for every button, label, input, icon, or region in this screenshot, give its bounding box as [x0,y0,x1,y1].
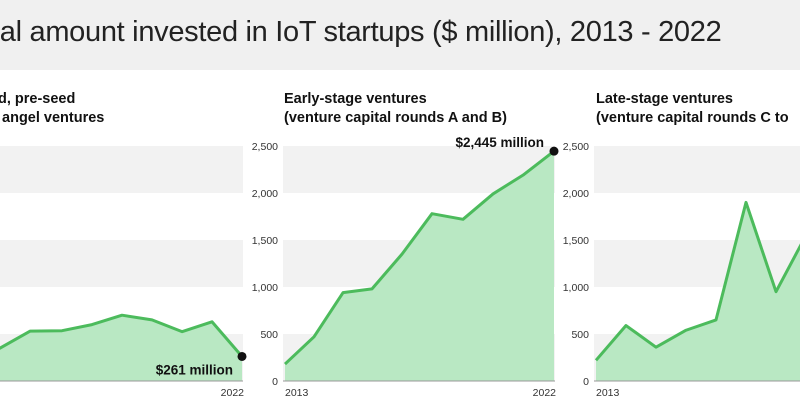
title-bar [0,0,800,70]
panel-3-title: Late-stage ventures (venture capital rou… [596,90,789,128]
panel-2-title-line1: Early-stage ventures [284,91,427,107]
panel-1-title-line1: d, pre-seed [0,91,76,107]
panel-1-grid-band [0,146,243,193]
panel-3-grid-band [594,146,800,193]
panel-3-y-tick-label: 1,000 [563,282,589,294]
panel-1-series-line [0,313,244,358]
panel-2-x-tick-label: 2013 [285,387,309,399]
panel-2-title-line2: (venture capital rounds A and B) [284,110,507,126]
panel-3-title-line2: (venture capital rounds C to [596,110,789,126]
panel-3-y-tick-label: 0 [583,376,589,388]
panel-2-area [285,151,554,381]
panel-1-annotation: $261 million [156,362,233,377]
panel-2-y-tick-label: 500 [260,329,278,341]
panel-2-y-tick-label: 2,000 [252,188,278,200]
panel-3-area [596,202,800,381]
panel-3-title-line1: Late-stage ventures [596,91,733,107]
panel-1-title-line2: angel ventures [0,110,105,126]
panel-2-y-tick-label: 1,500 [252,235,278,247]
figure-title: tal amount invested in IoT startups ($ m… [0,16,722,48]
panel-3-y-tick-label: 2,500 [563,141,589,153]
panel-2-y-tick-label: 2,500 [252,141,278,153]
panel-3-series-line [594,200,800,362]
panel-1-endpoint-marker [237,351,247,361]
panel-3-y-tick-label: 500 [571,329,589,341]
panel-3-x-tick-label: 2013 [596,387,620,399]
panel-2-y-tick-label: 0 [272,376,278,388]
panel-2-annotation: $2,445 million [455,135,544,150]
panel-1-title: d, pre-seed angel ventures [0,90,104,128]
panel-2-x-tick-label: 2022 [533,387,557,399]
panel-1-grid-band [0,240,243,287]
panel-2-y-tick-label: 1,000 [252,282,278,294]
panel-2-endpoint-marker [549,146,559,156]
panel-3-y-tick-label: 2,000 [563,188,589,200]
panel-3-y-tick-label: 1,500 [563,235,589,247]
panel-2-title: Early-stage ventures (venture capital ro… [284,90,507,128]
panel-1-x-tick-label: 2022 [221,387,245,399]
panel-2-series-line [283,149,555,366]
